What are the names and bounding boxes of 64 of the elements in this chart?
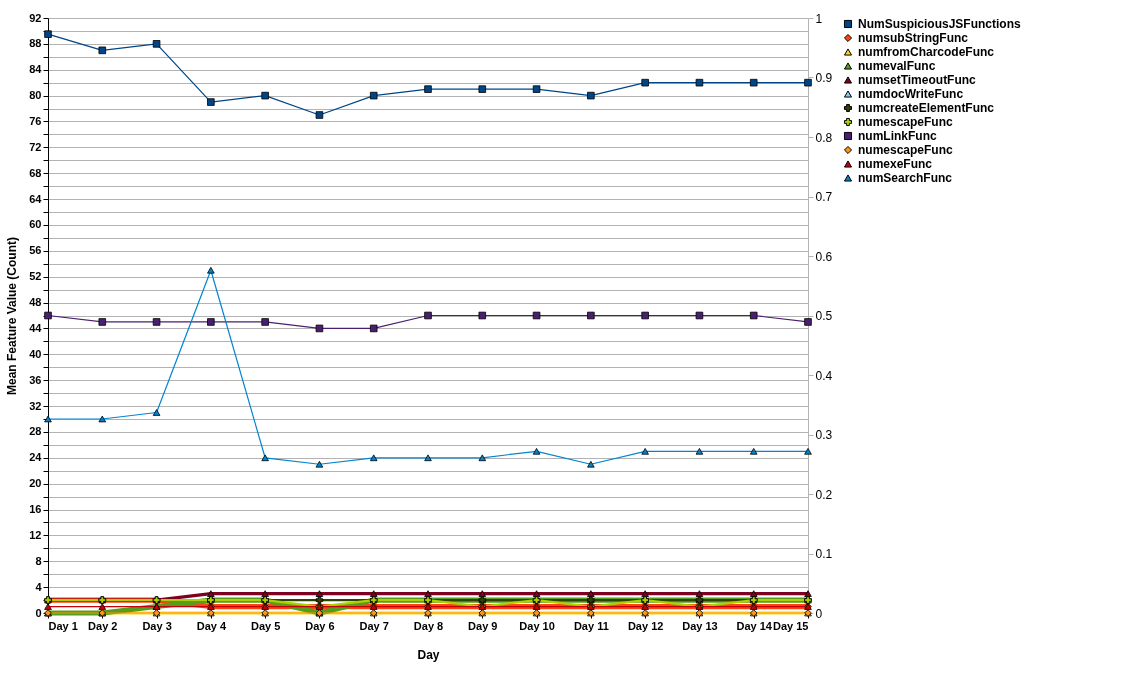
y-tick-label: 80	[29, 89, 42, 102]
y-tick-label: 40	[29, 347, 42, 360]
y-tick-label: 56	[29, 244, 42, 257]
y-tick-label: 60	[29, 218, 42, 231]
y-tick-label: 52	[29, 270, 42, 283]
y2-tick-label: 0.2	[815, 487, 833, 502]
y-tick-label: 68	[29, 166, 42, 179]
legend-label: numescapeFunc	[858, 143, 954, 157]
y-tick-label: 44	[29, 321, 43, 334]
y-tick-label: 88	[29, 37, 42, 50]
legend-label: numdocWriteFunc	[858, 87, 964, 101]
legend-label: numexeFunc	[858, 157, 933, 171]
x-tick-label: Day 8	[413, 619, 444, 632]
x-tick-label: Day 12	[627, 619, 664, 632]
legend-label: numevalFunc	[858, 59, 936, 73]
x-tick-label: Day 3	[142, 619, 172, 632]
legend-label: numcreateElementFunc	[858, 101, 995, 115]
y2-tick-label: 1	[815, 11, 823, 26]
legend-label: numfromCharcodeFunc	[858, 45, 995, 59]
x-tick-label: Day 1	[48, 619, 78, 632]
y-tick-label: 48	[29, 296, 42, 309]
legend-label: numsetTimeoutFunc	[858, 73, 977, 87]
y-axis-title: Mean Feature Value (Count)	[5, 236, 20, 396]
x-tick-label: Day 15	[773, 619, 809, 632]
x-tick-label: Day 6	[305, 619, 335, 632]
x-axis-title: Day	[417, 647, 440, 662]
x-tick-label: Day 9	[468, 619, 498, 632]
y2-tick-label: 0.4	[815, 368, 833, 383]
y-tick-label: 20	[29, 477, 42, 490]
legend-label: numsubStringFunc	[858, 31, 969, 45]
x-tick-label: Day 4	[196, 619, 227, 632]
y-tick-label: 4	[35, 580, 43, 593]
x-tick-label: Day 11	[573, 619, 609, 632]
y-tick-label: 76	[29, 114, 42, 127]
y-tick-label: 8	[35, 554, 42, 567]
y2-tick-label: 0.3	[815, 428, 833, 442]
legend-label: numSearchFunc	[858, 171, 953, 185]
y-tick-label: 72	[29, 140, 42, 153]
y2-tick-label: 0.5	[815, 309, 833, 323]
y-tick-label: 36	[29, 373, 42, 386]
y-tick-label: 12	[29, 528, 42, 541]
y-tick-label: 84	[29, 63, 43, 76]
y-tick-label: 0	[35, 606, 42, 619]
y-tick-label: 92	[29, 11, 42, 24]
legend-label: NumSuspiciousJSFunctions	[858, 17, 1022, 31]
y2-tick-label: 0.9	[815, 71, 833, 85]
y-tick-label: 28	[29, 425, 42, 438]
y2-tick-label: 0.6	[815, 249, 833, 264]
y-tick-label: 16	[29, 503, 42, 516]
legend-label: numescapeFunc	[858, 115, 954, 129]
y-tick-label: 24	[29, 451, 43, 464]
y2-tick-label: 0.8	[815, 130, 833, 145]
y2-tick-label: 0.7	[815, 190, 833, 204]
y2-tick-label: 0.1	[815, 547, 833, 561]
x-tick-label: Day 2	[88, 619, 118, 632]
x-tick-label: Day 13	[682, 619, 718, 632]
x-tick-label: Day 14	[736, 619, 773, 632]
x-tick-label: Day 10	[519, 619, 555, 632]
x-tick-label: Day 7	[359, 619, 389, 632]
x-tick-label: Day 5	[250, 619, 281, 632]
y2-tick-label: 0	[815, 606, 823, 621]
y-tick-label: 32	[29, 399, 42, 412]
y-tick-label: 64	[29, 192, 43, 205]
legend-label: numLinkFunc	[858, 129, 937, 143]
